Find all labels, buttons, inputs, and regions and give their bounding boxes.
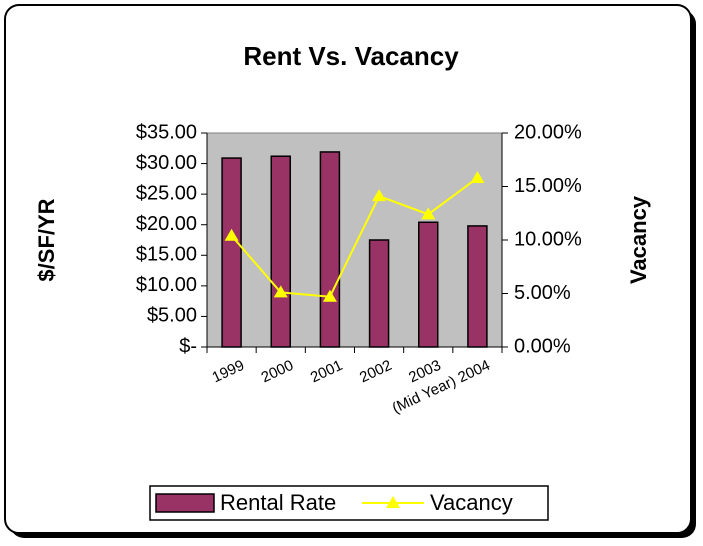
y2-tick-label: 0.00% (514, 335, 571, 357)
y-tick-label: $20.00 (136, 213, 197, 235)
y-tick-label: $10.00 (136, 274, 197, 296)
y-tick-label: $15.00 (136, 244, 197, 266)
y2-axis-title: Vacancy (626, 195, 651, 284)
line-marker (372, 189, 387, 202)
line-marker (273, 285, 288, 298)
chart-title: Rent Vs. Vacancy (243, 41, 459, 71)
line-marker (421, 207, 436, 220)
line-marker (322, 289, 337, 302)
bar (270, 155, 291, 348)
bar (319, 151, 341, 348)
y-tick-label: $30.00 (136, 152, 197, 174)
y-tick-label: $- (179, 335, 197, 357)
legend-label: Rental Rate (220, 490, 336, 515)
y2-tick-label: 10.00% (514, 228, 582, 250)
plot-area (206, 132, 503, 348)
line (230, 177, 479, 298)
legend-label: Vacancy (430, 490, 513, 515)
y-tick-label: $25.00 (136, 182, 197, 204)
legend-swatch (155, 493, 215, 513)
y-axis-title: $/SF/YR (34, 198, 59, 281)
legend-marker (386, 496, 400, 508)
y2-tick-label: 15.00% (514, 175, 582, 197)
y-tick-label: $35.00 (136, 121, 197, 143)
y-tick-label: $5.00 (147, 305, 197, 327)
y2-tick-label: 20.00% (514, 121, 582, 143)
bar (418, 221, 439, 348)
bar (221, 157, 242, 348)
line-marker (224, 228, 239, 241)
y2-tick-label: 5.00% (514, 282, 571, 304)
line-marker (470, 170, 485, 183)
bar (467, 225, 488, 348)
bar (368, 239, 390, 348)
legend-box (149, 485, 549, 521)
